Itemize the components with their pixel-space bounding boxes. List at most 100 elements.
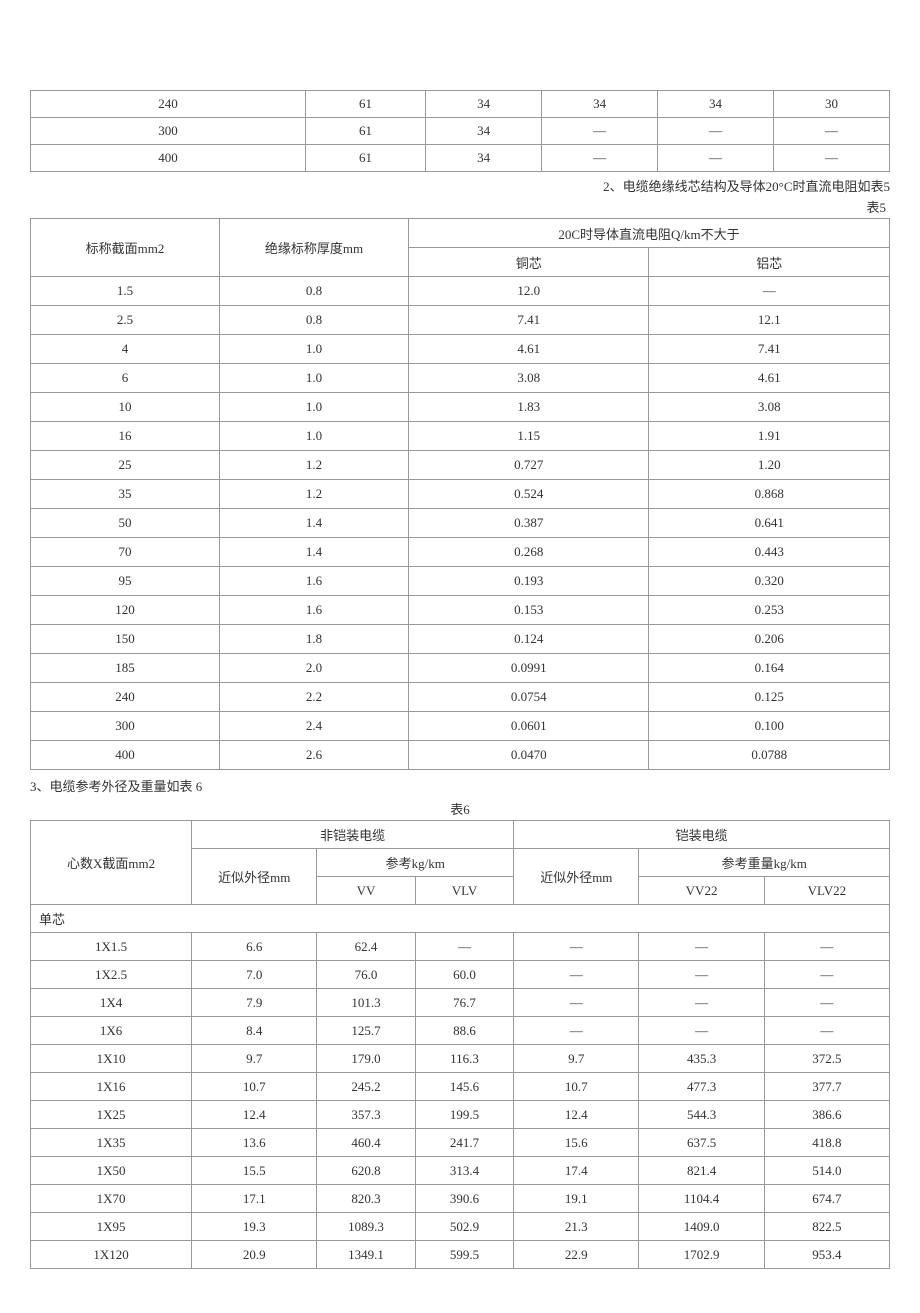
t6-h-od2: 近似外径mm xyxy=(514,849,639,905)
table-cell: 240 xyxy=(31,683,220,712)
table-cell: 199.5 xyxy=(415,1101,513,1129)
table-cell: 34 xyxy=(542,91,658,118)
table-cell: — xyxy=(764,989,889,1017)
table-cell: 674.7 xyxy=(764,1185,889,1213)
table-cell: 88.6 xyxy=(415,1017,513,1045)
table-cell: 35 xyxy=(31,480,220,509)
table-cell: — xyxy=(514,933,639,961)
table-cell: 0.206 xyxy=(649,625,890,654)
t5-h-aluminum: 铝芯 xyxy=(649,248,890,277)
table-cell: 0.0788 xyxy=(649,741,890,770)
t6-h-od1: 近似外径mm xyxy=(192,849,317,905)
t5-h-resistance-group: 20C时导体直流电阻Q/km不大于 xyxy=(408,219,889,248)
note-table5: 2、电缆绝缘线芯结构及导体20°C时直流电阻如表5 xyxy=(30,176,890,195)
table-cell: 1702.9 xyxy=(639,1241,764,1269)
table-cell: 10.7 xyxy=(192,1073,317,1101)
t5-h-copper: 铜芯 xyxy=(408,248,649,277)
table-cell: 953.4 xyxy=(764,1241,889,1269)
table-cell: 17.4 xyxy=(514,1157,639,1185)
t6-h-vv22: VV22 xyxy=(639,877,764,905)
table-cell: 4.61 xyxy=(408,335,649,364)
table-cell: 8.4 xyxy=(192,1017,317,1045)
t6-h-wt1: 参考kg/km xyxy=(317,849,514,877)
table-cell: 1409.0 xyxy=(639,1213,764,1241)
table-cell: 1.0 xyxy=(219,335,408,364)
table-cell: 1X10 xyxy=(31,1045,192,1073)
table-cell: — xyxy=(774,145,890,172)
table-cell: 1.2 xyxy=(219,451,408,480)
table-cell: 372.5 xyxy=(764,1045,889,1073)
table-cell: 0.320 xyxy=(649,567,890,596)
table-cell: 418.8 xyxy=(764,1129,889,1157)
table-cell: 313.4 xyxy=(415,1157,513,1185)
table-cell: 1X50 xyxy=(31,1157,192,1185)
table-cell: 16 xyxy=(31,422,220,451)
table-cell: 0.153 xyxy=(408,596,649,625)
table-cell: 821.4 xyxy=(639,1157,764,1185)
table-cell: 76.7 xyxy=(415,989,513,1017)
table-cell: 95 xyxy=(31,567,220,596)
table-cell: 13.6 xyxy=(192,1129,317,1157)
table-row: 1X12020.91349.1599.522.91702.9953.4 xyxy=(31,1241,890,1269)
table-cell: 1089.3 xyxy=(317,1213,415,1241)
table-cell: 150 xyxy=(31,625,220,654)
table-cell: 0.387 xyxy=(408,509,649,538)
t6-section-label: 单芯 xyxy=(31,905,890,933)
t6-h-vlv22: VLV22 xyxy=(764,877,889,905)
table-cell: 1.0 xyxy=(219,422,408,451)
table-row: 1X1.56.662.4———— xyxy=(31,933,890,961)
table-row: 101.01.833.08 xyxy=(31,393,890,422)
t6-h-wt2: 参考重量kg/km xyxy=(639,849,890,877)
table-cell: 0.443 xyxy=(649,538,890,567)
table-cell: 0.0754 xyxy=(408,683,649,712)
table-cell: 7.9 xyxy=(192,989,317,1017)
table-cell: 1.15 xyxy=(408,422,649,451)
table-cell: 241.7 xyxy=(415,1129,513,1157)
table-cell: 0.8 xyxy=(219,277,408,306)
table-cell: 0.125 xyxy=(649,683,890,712)
table-cell: 1.91 xyxy=(649,422,890,451)
table-cell: 1X95 xyxy=(31,1213,192,1241)
table-cell: 19.1 xyxy=(514,1185,639,1213)
table-cell: — xyxy=(542,118,658,145)
table-cell: — xyxy=(542,145,658,172)
table-cell: 7.41 xyxy=(649,335,890,364)
table-cell: 240 xyxy=(31,91,306,118)
table-row: 1X109.7179.0116.39.7435.3372.5 xyxy=(31,1045,890,1073)
table-cell: — xyxy=(415,933,513,961)
table-cell: 101.3 xyxy=(317,989,415,1017)
table-cell: 7.41 xyxy=(408,306,649,335)
table-cell: 1.4 xyxy=(219,538,408,567)
table-row: 4006134——— xyxy=(31,145,890,172)
table-row: 1X7017.1820.3390.619.11104.4674.7 xyxy=(31,1185,890,1213)
table-cell: 386.6 xyxy=(764,1101,889,1129)
table-cell: 0.524 xyxy=(408,480,649,509)
table-row: 1201.60.1530.253 xyxy=(31,596,890,625)
table-row: 351.20.5240.868 xyxy=(31,480,890,509)
table-cell: 1X4 xyxy=(31,989,192,1017)
table-cell: 19.3 xyxy=(192,1213,317,1241)
table-cell: 300 xyxy=(31,712,220,741)
table-cell: 34 xyxy=(426,145,542,172)
table-cell: 61 xyxy=(305,145,425,172)
table-cell: 502.9 xyxy=(415,1213,513,1241)
table-row: 161.01.151.91 xyxy=(31,422,890,451)
note-table6: 3、电缆参考外径及重量如表 6 xyxy=(30,776,890,795)
table-cell: 30 xyxy=(774,91,890,118)
table-4-fragment: 24061343434303006134———4006134——— xyxy=(30,90,890,172)
table-cell: 12.1 xyxy=(649,306,890,335)
table-cell: 34 xyxy=(658,91,774,118)
table-row: 251.20.7271.20 xyxy=(31,451,890,480)
table-cell: 1.0 xyxy=(219,393,408,422)
table-cell: 1X16 xyxy=(31,1073,192,1101)
table-row: 3006134——— xyxy=(31,118,890,145)
table-cell: 245.2 xyxy=(317,1073,415,1101)
table-cell: 0.164 xyxy=(649,654,890,683)
table-cell: 1349.1 xyxy=(317,1241,415,1269)
table-cell: 0.100 xyxy=(649,712,890,741)
table-cell: 0.193 xyxy=(408,567,649,596)
table-row: 501.40.3870.641 xyxy=(31,509,890,538)
table-cell: 2.2 xyxy=(219,683,408,712)
table-cell: 822.5 xyxy=(764,1213,889,1241)
table-cell: 1.5 xyxy=(31,277,220,306)
